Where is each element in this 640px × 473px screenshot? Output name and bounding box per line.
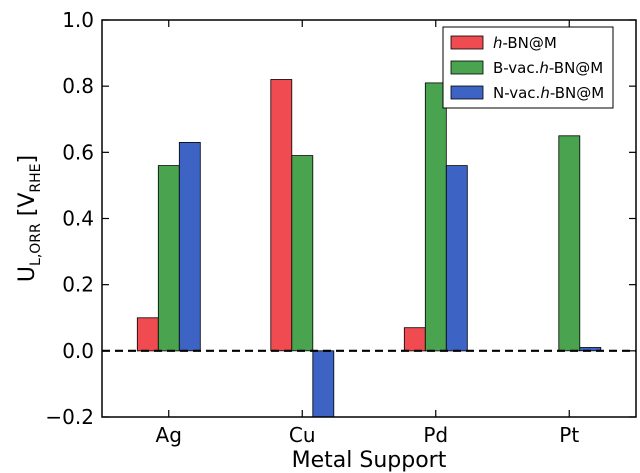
x-ticks-group: Ag Cu Pd Pt (156, 20, 579, 447)
y-axis-title-unit: V (15, 193, 40, 208)
y-tick-label: 0.2 (62, 273, 94, 297)
bar-pd-series-1 (403, 327, 426, 352)
x-axis-title: Metal Support (292, 448, 447, 473)
y-tick-label: 0.0 (62, 339, 94, 363)
y-axis-title-main: U (15, 266, 40, 282)
bar-ag-series-3 (178, 141, 201, 352)
legend-label-2: B-vac.h-BN@M (493, 59, 603, 77)
bar-ag-series-1 (136, 317, 159, 352)
bar-ag-series-2 (157, 165, 180, 352)
bars-group (136, 79, 602, 418)
y-axis-title-bracket-open: [ (15, 208, 40, 224)
x-tick-label-pd: Pd (423, 423, 448, 447)
bar-pt-series-2 (558, 135, 581, 352)
bar-cu-series-1 (270, 79, 293, 352)
bar-cu-series-3 (312, 350, 335, 418)
bar-pd-series-2 (424, 82, 447, 352)
y-tick-label: 0.6 (62, 140, 94, 164)
legend-label-1: h-BN@M (493, 34, 557, 52)
legend-swatch-1 (450, 35, 484, 50)
legend-label-3: N-vac.h-BN@M (493, 84, 604, 102)
y-axis-title: UL,ORR [VRHE] (15, 155, 44, 282)
legend-swatch-3 (450, 85, 484, 100)
x-tick-label-ag: Ag (156, 423, 182, 447)
y-tick-label: 0.4 (62, 207, 94, 231)
y-ticks-group: −0.2 0.0 0.2 0.4 0.6 0.8 1.0 (45, 8, 636, 429)
x-tick-label-pt: Pt (559, 423, 579, 447)
y-axis-title-unit-sub: RHE (28, 164, 44, 193)
y-axis-title-bracket-close: ] (15, 155, 40, 164)
bar-pd-series-3 (445, 165, 468, 352)
y-tick-label: 1.0 (62, 8, 94, 32)
y-tick-label: −0.2 (45, 405, 94, 429)
y-tick-label: 0.8 (62, 74, 94, 98)
legend-swatch-2 (450, 60, 484, 75)
y-axis-title-sub: L,ORR (28, 223, 44, 266)
bar-cu-series-2 (291, 155, 314, 352)
x-tick-label-cu: Cu (289, 423, 316, 447)
legend: h-BN@M B-vac.h-BN@M N-vac.h-BN@M (442, 26, 614, 109)
